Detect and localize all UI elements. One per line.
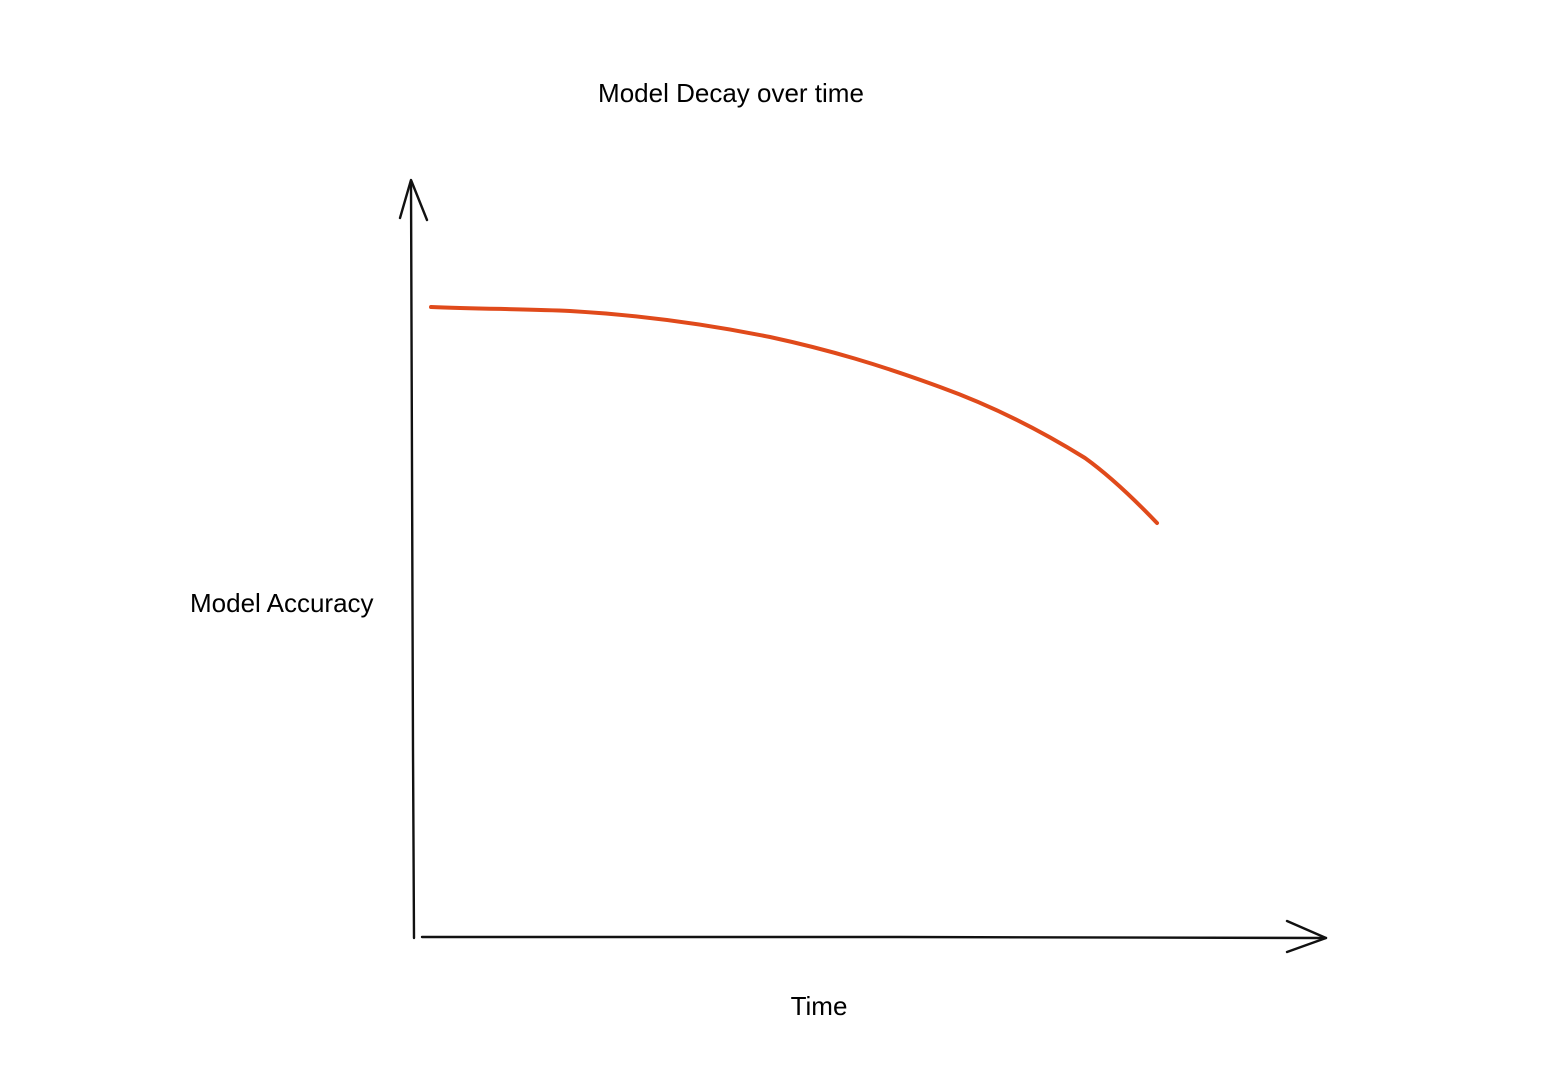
diagram-title: Model Decay over time [598,78,864,108]
y-axis-arrow [398,178,429,222]
y-axis-label: Model Accuracy [190,588,374,618]
decay-curve [429,305,1159,525]
x-axis-label: Time [791,991,848,1021]
y-axis [409,180,416,940]
x-axis-arrow [1285,919,1328,954]
x-axis [420,935,1328,940]
